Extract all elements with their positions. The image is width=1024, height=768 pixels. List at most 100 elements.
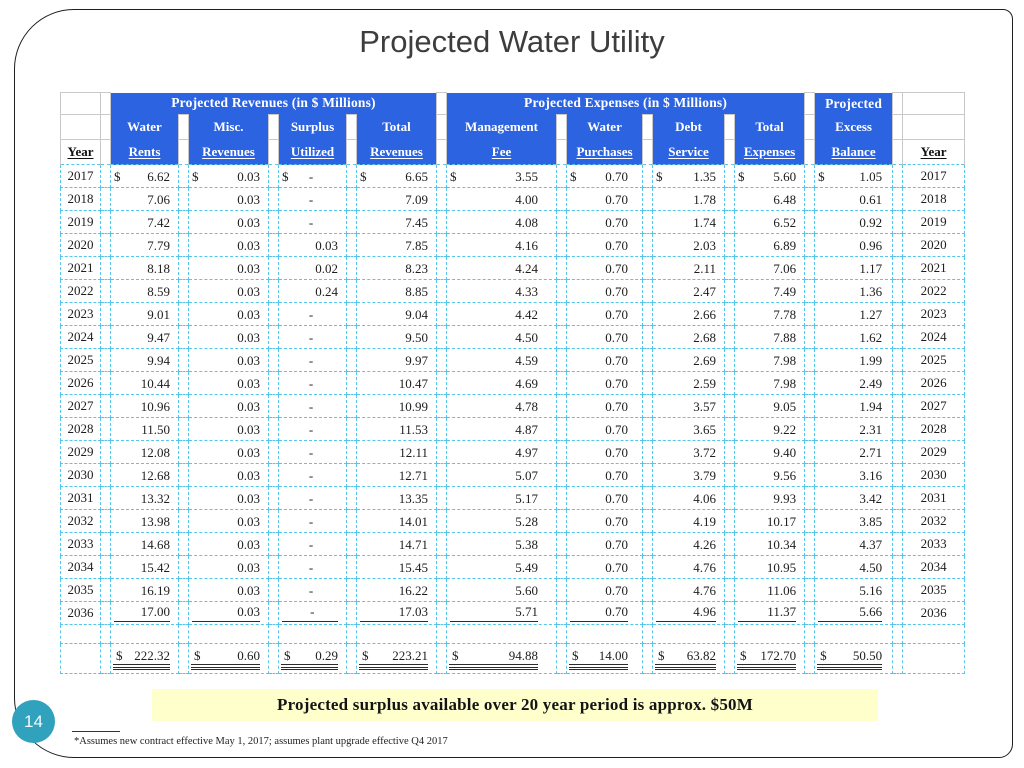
value-cell: 7.88 — [734, 325, 806, 349]
spacer-cell — [100, 440, 111, 464]
spacer-cell — [724, 233, 736, 257]
value-cell: 0.70 — [566, 210, 644, 234]
value-cell: 0.03 — [188, 463, 269, 487]
spacer-cell — [436, 532, 448, 556]
spacer-cell — [556, 624, 568, 644]
value-cell: 15.42 — [110, 555, 179, 579]
spacer-cell — [346, 164, 357, 188]
spacer-cell — [100, 371, 111, 395]
spacer-cell — [892, 210, 904, 234]
spacer-cell — [268, 643, 279, 674]
value-cell: 9.94 — [110, 348, 179, 372]
value-cell: 5.49 — [446, 555, 558, 579]
value-cell: 16.22 — [355, 578, 438, 602]
spacer-cell — [100, 417, 111, 441]
value-cell: 4.78 — [446, 394, 558, 418]
spacer-cell — [268, 233, 279, 257]
spacer-cell — [436, 210, 448, 234]
value-cell: 0.03 — [188, 233, 269, 257]
table-row: 2023 9.01 0.03-9.04 4.42 0.70 2.66 7.78 1.27 202… — [60, 302, 966, 326]
spacer-cell — [436, 601, 448, 625]
spacer-cell — [436, 164, 448, 188]
value-cell: - — [278, 601, 347, 625]
value-cell: 9.05 — [734, 394, 806, 418]
spacer-cell — [100, 164, 111, 188]
year-cell: 2033 — [60, 532, 101, 556]
table-row: 2032 13.98 0.03-14.01 5.28 0.70 4.19 10.17 3.85… — [60, 509, 966, 533]
value-cell: 17.00 — [110, 601, 179, 625]
value-cell: 4.16 — [446, 233, 558, 257]
value-cell: 0.70 — [566, 440, 644, 464]
value-cell: 0.03 — [188, 348, 269, 372]
value-cell: 7.45 — [355, 210, 438, 234]
group-header-row: Projected Revenues (in $ Millions) Proje… — [60, 92, 966, 115]
year-cell: 2018 — [902, 187, 966, 211]
value-cell: - — [278, 187, 347, 211]
spacer-cell — [892, 325, 904, 349]
spacer-cell — [178, 440, 189, 464]
table-row: 2018 7.06 0.03-7.09 4.00 0.70 1.78 6.48 0.61 201… — [60, 187, 966, 211]
spacer-cell — [556, 486, 568, 510]
value-cell: 8.85 — [355, 279, 438, 303]
value-cell: 1.99 — [814, 348, 894, 372]
spacer-cell — [556, 555, 568, 579]
dollar-sign: $ — [820, 647, 827, 663]
spacer-cell — [556, 509, 568, 533]
value-cell: 10.96 — [110, 394, 179, 418]
value-cell: 10.44 — [110, 371, 179, 395]
value-cell: 0.70 — [566, 187, 644, 211]
value-cell: 3.65 — [652, 417, 726, 441]
spacer-cell — [178, 371, 189, 395]
spacer-cell — [100, 187, 111, 211]
total-cell: $0.29 — [278, 643, 347, 674]
year-cell: 2024 — [902, 325, 966, 349]
spacer-cell — [892, 348, 904, 372]
value-cell: 0.03 — [188, 394, 269, 418]
spacer-cell — [724, 624, 736, 644]
value-cell: 4.87 — [446, 417, 558, 441]
value-cell: 3.79 — [652, 463, 726, 487]
year-cell: 2019 — [902, 210, 966, 234]
spacer-cell — [642, 555, 654, 579]
value-cell: 0.70 — [566, 578, 644, 602]
spacer-cell — [346, 279, 357, 303]
spacer-cell — [804, 187, 816, 211]
value-cell: 0.03 — [278, 233, 347, 257]
spacer-cell — [804, 509, 816, 533]
spacer-cell — [268, 164, 279, 188]
value-cell: 2.49 — [814, 371, 894, 395]
spacer-cell — [804, 92, 816, 115]
spacer-cell — [556, 233, 568, 257]
spacer-cell — [642, 210, 654, 234]
value-cell: 14.01 — [355, 509, 438, 533]
value-cell: 11.50 — [110, 417, 179, 441]
table-row: 2031 13.32 0.03-13.35 5.17 0.70 4.06 9.93 3.42 2… — [60, 486, 966, 510]
value-cell: 7.06 — [734, 256, 806, 280]
value-cell: 8.59 — [110, 279, 179, 303]
spacer-cell — [178, 555, 189, 579]
spacer-cell — [642, 486, 654, 510]
spacer-cell — [642, 371, 654, 395]
value-cell: $0.03 — [188, 164, 269, 188]
col-header-revenues: Revenues — [202, 143, 255, 159]
value-cell: 0.03 — [188, 187, 269, 211]
total-cell: $94.88 — [446, 643, 558, 674]
value-cell: 0.03 — [188, 532, 269, 556]
value-cell: 5.60 — [446, 578, 558, 602]
spacer-cell — [100, 463, 111, 487]
spacer-cell — [804, 164, 816, 188]
spacer-cell — [346, 601, 357, 625]
value-cell: 0.70 — [566, 555, 644, 579]
spacer-cell — [268, 440, 279, 464]
value-cell: 1.74 — [652, 210, 726, 234]
table-row: 2025 9.94 0.03-9.97 4.59 0.70 2.69 7.98 1.99 202… — [60, 348, 966, 372]
spacer-cell — [804, 371, 816, 395]
spacer-cell — [178, 233, 189, 257]
spacer-cell — [436, 233, 448, 257]
spacer-cell — [556, 302, 568, 326]
year-cell: 2018 — [60, 187, 101, 211]
projection-table: Projected Revenues (in $ Millions) Proje… — [60, 92, 966, 674]
spacer-cell — [268, 256, 279, 280]
dollar-sign: $ — [738, 168, 745, 184]
spacer-cell — [892, 233, 904, 257]
